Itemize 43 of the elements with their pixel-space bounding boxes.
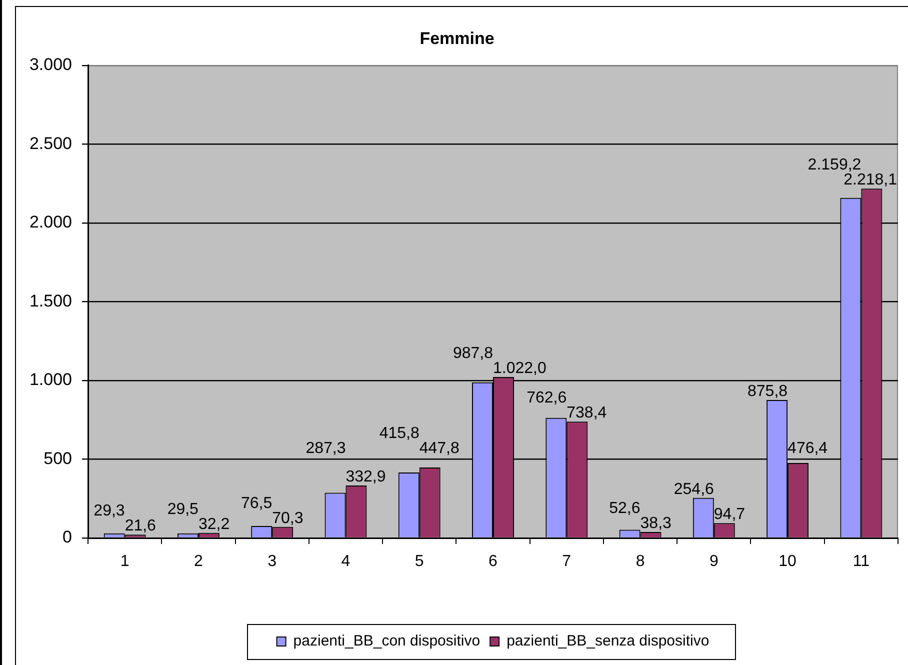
y-tick-label: 1.000 (29, 370, 72, 390)
data-label: 415,8 (379, 425, 420, 442)
data-label: 76,5 (240, 494, 272, 512)
x-tick-label: 5 (414, 553, 424, 570)
x-tick-label: 4 (341, 553, 350, 570)
data-label: 29,5 (167, 500, 199, 518)
x-tick-label: 9 (709, 553, 718, 570)
y-tick-label: 2.500 (29, 134, 72, 153)
y-tick-label: 500 (44, 448, 72, 468)
data-label: 875,8 (748, 383, 788, 400)
legend-label: pazienti_BB_senza dispositivo (506, 632, 710, 650)
data-label: 70,3 (272, 510, 304, 527)
data-label: 21,6 (124, 518, 156, 535)
x-tick-label: 8 (636, 553, 645, 570)
data-label: 1.022,0 (493, 360, 546, 377)
data-label: 738,4 (566, 404, 607, 422)
x-tick-label: 1 (120, 553, 130, 570)
y-tick-label: 0 (62, 528, 72, 547)
legend-label: pazienti_BB_con dispositivo (293, 632, 480, 650)
data-label: 52,6 (609, 500, 640, 517)
data-label: 32,2 (198, 516, 230, 533)
data-label: 254,6 (674, 480, 714, 498)
data-label: 38,3 (640, 514, 672, 532)
x-tick-label: 2 (194, 553, 203, 570)
y-tick-label: 3.000 (29, 55, 72, 74)
data-label: 332,9 (346, 468, 386, 486)
x-tick-label: 6 (488, 553, 498, 570)
data-label: 287,3 (306, 440, 346, 458)
data-label: 762,6 (526, 390, 567, 407)
x-tick-label: 7 (562, 553, 572, 570)
y-tick-label: 1.500 (29, 291, 72, 310)
y-tick-label: 2.000 (29, 212, 72, 232)
data-label: 2.218,1 (844, 172, 898, 189)
x-tick-label: 10 (778, 553, 797, 570)
chart-title: Femmine (420, 28, 494, 48)
data-label: 29,3 (94, 502, 125, 520)
data-label: 987,8 (452, 345, 494, 362)
data-label: 476,4 (788, 440, 828, 458)
x-tick-label: 3 (268, 553, 277, 570)
data-label: 2.159,2 (808, 156, 862, 174)
data-label: 94,7 (714, 506, 746, 524)
x-tick-label: 11 (852, 553, 870, 570)
data-label: 447,8 (419, 440, 460, 458)
